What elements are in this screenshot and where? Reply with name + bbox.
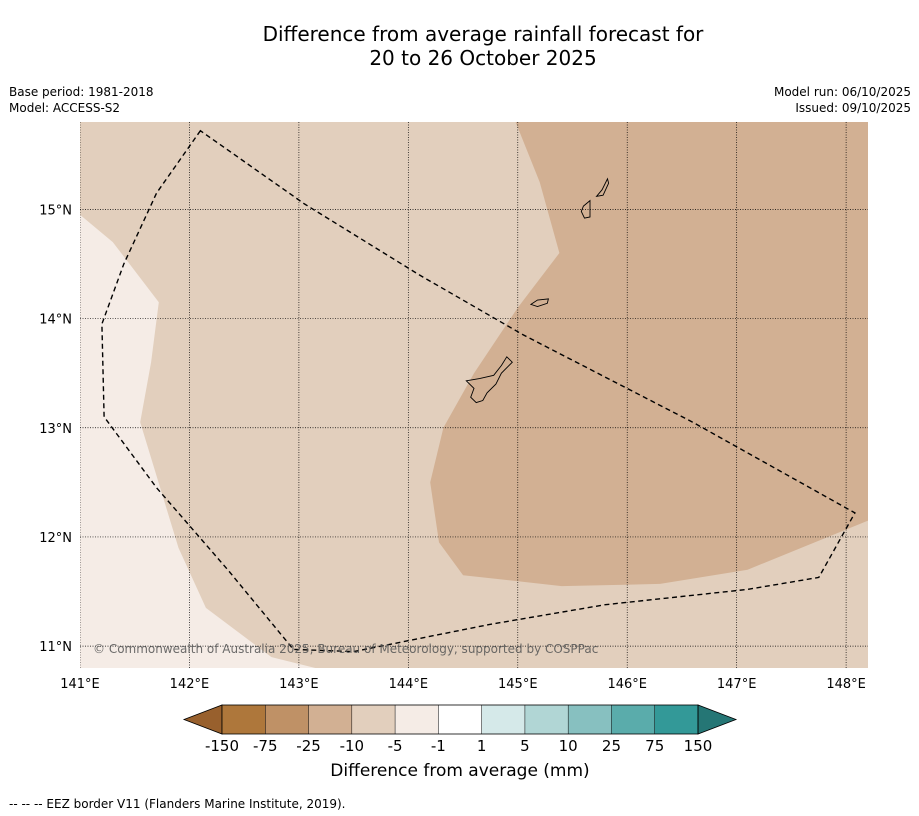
colorbar-swatch xyxy=(481,705,525,734)
x-tick-label: 143°E xyxy=(279,677,319,692)
colorbar-swatch xyxy=(568,705,612,734)
rainfall-region-2 xyxy=(391,122,868,587)
model-text: Model: ACCESS-S2 xyxy=(9,101,121,115)
colorbar-swatch xyxy=(308,705,352,734)
islands xyxy=(465,177,610,404)
colorbar-outline xyxy=(221,704,699,735)
eez-footnote: -- -- -- EEZ border V11 (Flanders Marine… xyxy=(9,797,346,811)
colorbar-tick-label: -1 xyxy=(431,737,446,755)
x-tick-label: 144°E xyxy=(389,677,429,692)
island-outline-guam xyxy=(465,356,513,404)
meta-right: Model run: 06/10/2025 Issued: 09/10/2025 xyxy=(774,84,911,116)
colorbar-tick-label: 150 xyxy=(684,737,713,755)
colorbar-tick-label: -150 xyxy=(205,737,239,755)
colorbar-swatch xyxy=(351,705,396,734)
colorbar-tick-label: 25 xyxy=(602,737,621,755)
chart-title: Difference from average rainfall forecas… xyxy=(0,22,919,70)
x-tick-label: 142°E xyxy=(170,677,210,692)
title-line-2: 20 to 26 October 2025 xyxy=(369,46,597,70)
y-tick-label: 12°N xyxy=(39,531,72,546)
colorbar-swatch xyxy=(524,705,569,734)
model-run-text: Model run: 06/10/2025 xyxy=(773,85,911,99)
colorbar-swatch xyxy=(395,705,439,734)
island-outline-tinian xyxy=(580,199,591,219)
y-tick-label: 11°N xyxy=(39,640,72,655)
base-period-text: Base period: 1981-2018 xyxy=(9,85,154,99)
x-tick-label: 146°E xyxy=(607,677,647,692)
y-tick-label: 14°N xyxy=(39,313,72,328)
rainfall-regions xyxy=(80,122,868,668)
colorbar-swatch xyxy=(611,705,655,734)
map-area xyxy=(80,122,868,668)
colorbar-tick-label: 1 xyxy=(477,737,487,755)
y-tick-label: 15°N xyxy=(39,203,72,218)
x-tick-label: 148°E xyxy=(826,677,866,692)
colorbar-swatch xyxy=(438,705,482,734)
issued-text: Issued: 09/10/2025 xyxy=(795,101,911,115)
meta-left: Base period: 1981-2018 Model: ACCESS-S2 xyxy=(9,84,154,116)
x-tick-label: 145°E xyxy=(498,677,538,692)
gridlines xyxy=(80,122,868,668)
colorbar-extend-high xyxy=(697,704,738,735)
y-tick-label: 13°N xyxy=(39,422,72,437)
eez-border-line xyxy=(101,129,856,653)
colorbar: -150 -75 -25 -10 -5 -1 1 5 10 25 75 150 xyxy=(182,704,738,755)
colorbar-tick-label: 5 xyxy=(520,737,530,755)
colorbar-title: Difference from average (mm) xyxy=(330,761,590,781)
y-axis-ticks: 11°N 12°N 13°N 14°N 15°N xyxy=(39,203,72,655)
x-tick-label: 147°E xyxy=(717,677,757,692)
colorbar-tick-label: -10 xyxy=(340,737,365,755)
colorbar-tick-label: -5 xyxy=(388,737,403,755)
colorbar-swatch xyxy=(265,705,309,734)
island-outline-rota xyxy=(529,298,549,307)
colorbar-tick-label: -75 xyxy=(253,737,278,755)
x-tick-label: 141°E xyxy=(60,677,100,692)
colorbar-tick-label: -25 xyxy=(296,737,321,755)
x-axis-ticks: 141°E 142°E 143°E 144°E 145°E 146°E 147°E 148°E xyxy=(60,677,866,692)
colorbar-tick-label: 75 xyxy=(645,737,664,755)
island-outline-saipan xyxy=(595,177,610,197)
colorbar-swatch xyxy=(222,705,266,734)
title-line-1: Difference from average rainfall forecas… xyxy=(262,22,704,46)
colorbar-extend-low xyxy=(182,704,223,735)
colorbar-tick-label: 10 xyxy=(559,737,578,755)
copyright-text: © Commonwealth of Australia 2025, Bureau… xyxy=(93,642,598,656)
colorbar-swatch xyxy=(654,705,698,734)
